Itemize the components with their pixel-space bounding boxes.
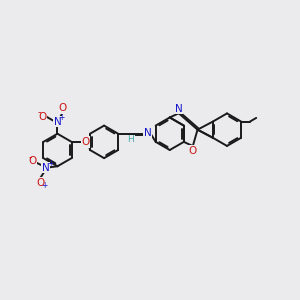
Text: O: O	[28, 156, 36, 166]
Text: N: N	[175, 103, 183, 113]
Text: N: N	[54, 117, 61, 127]
Text: O: O	[189, 146, 197, 156]
Text: N: N	[144, 128, 152, 138]
Text: N: N	[41, 163, 49, 173]
Text: O: O	[58, 103, 67, 113]
Text: O: O	[36, 178, 44, 188]
Text: O: O	[38, 112, 47, 122]
Text: +: +	[47, 159, 53, 168]
Text: -: -	[28, 152, 32, 162]
Text: +: +	[41, 182, 48, 190]
Text: H: H	[127, 135, 134, 144]
Text: +: +	[58, 113, 64, 122]
Text: -: -	[37, 107, 41, 117]
Text: O: O	[81, 137, 90, 147]
